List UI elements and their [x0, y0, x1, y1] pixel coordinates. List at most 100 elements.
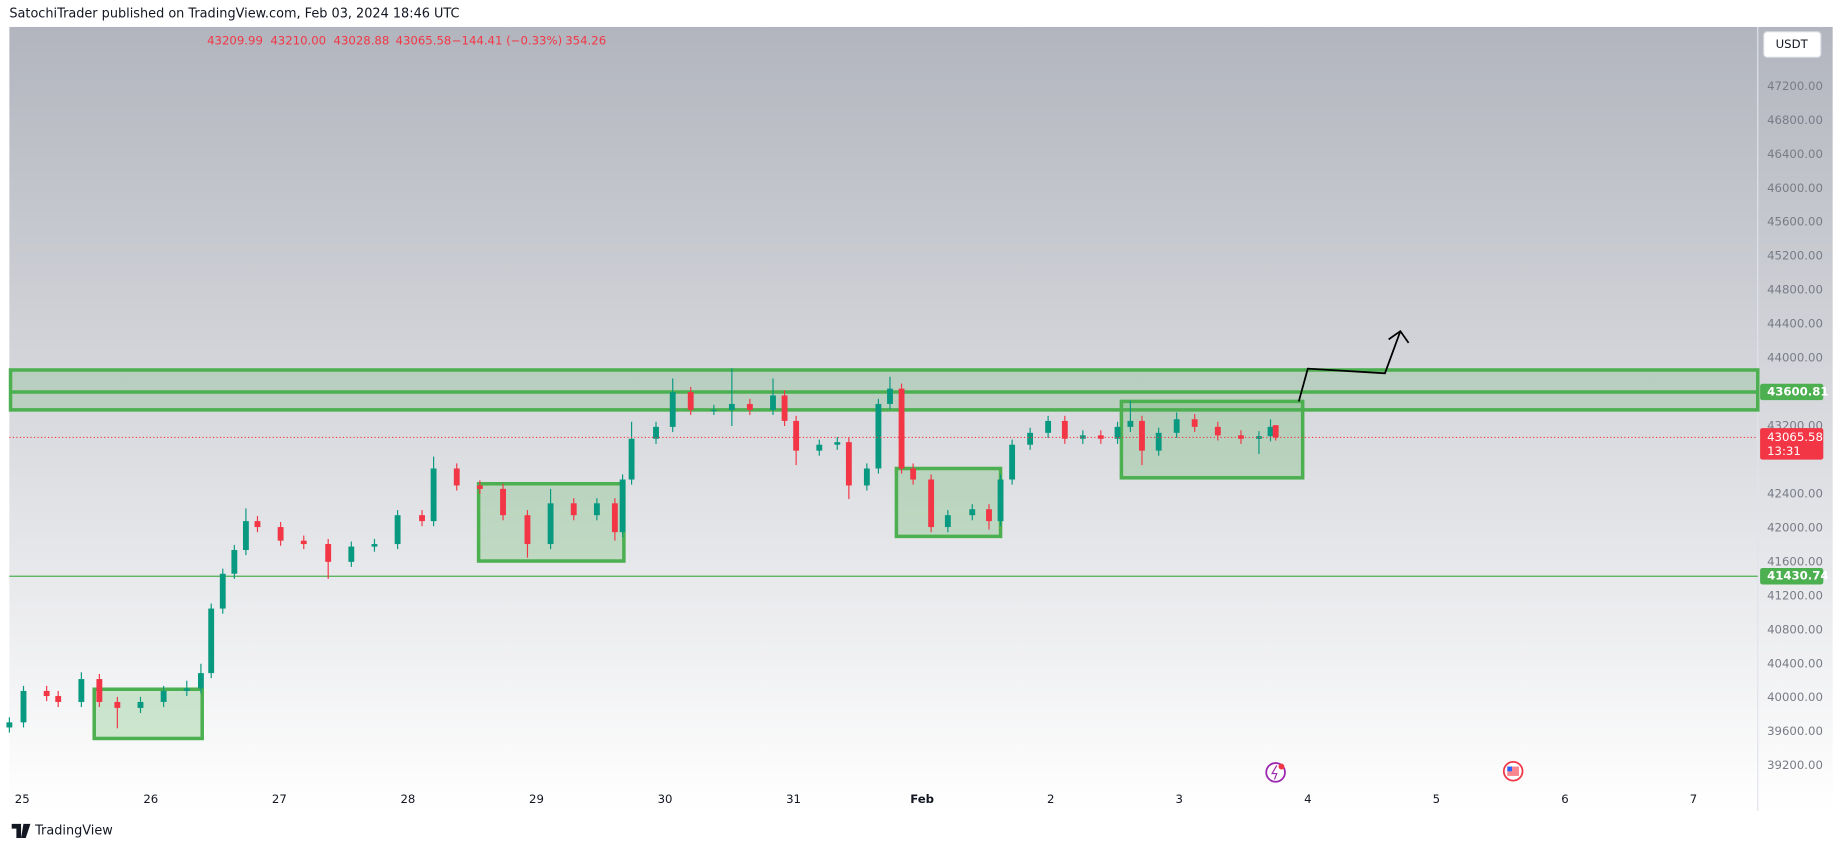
candle-body	[669, 392, 676, 427]
x-tick-label: 25	[15, 792, 30, 806]
consolidation-zone	[1119, 399, 1305, 480]
projection-arrow	[1297, 330, 1402, 402]
candle-body	[348, 546, 355, 562]
candle-body	[453, 468, 460, 486]
candle-body	[728, 403, 735, 410]
candle-body	[816, 444, 823, 451]
ohlc-high: 43210.00	[270, 33, 326, 47]
candle-body	[1009, 444, 1016, 480]
candle-body	[834, 442, 841, 445]
volume: 354.26	[565, 33, 606, 47]
event-icon[interactable]	[1265, 762, 1286, 783]
x-tick-label: 6	[1561, 792, 1568, 806]
y-tick-label: 40000.00	[1767, 690, 1823, 704]
currency-label[interactable]: USDT	[1776, 37, 1809, 51]
y-tick-label: 47200.00	[1767, 79, 1823, 93]
consolidation-zone	[92, 687, 204, 741]
candle-body	[845, 442, 852, 486]
flag-icon[interactable]	[1502, 761, 1524, 782]
x-tick-label: 26	[143, 792, 158, 806]
ohlc-low: 43028.88	[334, 33, 390, 47]
y-tick-label: 39200.00	[1767, 758, 1823, 772]
y-tick-label: 42000.00	[1767, 520, 1823, 534]
candle-body	[928, 479, 935, 528]
candle-body	[20, 690, 27, 723]
x-tick-label: 28	[400, 792, 415, 806]
candle-body	[1214, 426, 1221, 436]
candle-body	[1079, 435, 1086, 439]
x-tick-label: 3	[1176, 792, 1183, 806]
candle-body	[1267, 426, 1274, 437]
candle-body	[96, 679, 103, 702]
y-tick-label: 46800.00	[1767, 113, 1823, 127]
candle-body	[277, 527, 284, 541]
candle-body	[997, 479, 1004, 522]
candle-body	[325, 544, 332, 562]
candle-body	[371, 544, 378, 547]
x-tick-label: 29	[529, 792, 544, 806]
candle-body	[430, 468, 437, 522]
candle-body	[208, 608, 215, 674]
candle-body	[1173, 419, 1180, 433]
candle-body	[863, 468, 870, 486]
brand: TradingView	[34, 823, 113, 838]
level-label-bg	[1760, 568, 1824, 585]
y-tick-label: 44400.00	[1767, 317, 1823, 331]
x-tick-label: 2	[1047, 792, 1054, 806]
candle-body	[6, 722, 13, 728]
y-tick-label: 40800.00	[1767, 622, 1823, 636]
candle-body	[687, 392, 694, 410]
candle-body	[160, 690, 167, 702]
candle-body	[1027, 432, 1034, 445]
candle-body	[1256, 436, 1262, 439]
candle-body	[137, 701, 144, 708]
y-tick-label: 45600.00	[1767, 215, 1823, 229]
candle-body	[219, 573, 226, 609]
candle-body	[43, 690, 50, 697]
candle-body	[1061, 420, 1068, 439]
candle-body	[887, 388, 893, 404]
candle-body	[969, 509, 976, 516]
x-tick-label: 5	[1433, 792, 1440, 806]
level-label: 41430.74	[1767, 569, 1828, 583]
candle-body	[793, 420, 800, 451]
x-tick-label: 30	[658, 792, 673, 806]
candle-body	[419, 515, 425, 522]
y-tick-label: 45200.00	[1767, 249, 1823, 263]
y-tick-label: 39600.00	[1767, 724, 1823, 738]
y-tick-label: 42400.00	[1767, 486, 1823, 500]
candle-body	[394, 515, 401, 545]
candle-body	[500, 488, 506, 516]
ohlc-close: 43065.58	[396, 33, 452, 47]
candle-body	[547, 503, 554, 545]
currency-button[interactable]	[1763, 31, 1822, 58]
y-tick-label: 46000.00	[1767, 181, 1823, 195]
candle-body	[1238, 435, 1244, 439]
resistance-band	[8, 368, 1760, 412]
candle-body	[254, 521, 261, 528]
candle-body	[524, 515, 531, 545]
candle-body	[986, 509, 992, 522]
candle-body	[619, 479, 626, 533]
candle-body	[611, 503, 618, 533]
candle-body	[183, 688, 190, 691]
candle-body	[231, 549, 238, 574]
candle-body	[770, 395, 776, 410]
last-price-label: 43065.58	[1767, 430, 1823, 444]
candle-body	[653, 426, 659, 439]
candle-body	[746, 403, 753, 410]
candle-body	[944, 515, 951, 528]
ohlc-change: −144.41 (−0.33%)	[452, 33, 562, 47]
candle-body	[1191, 419, 1198, 427]
x-tick-label: 7	[1690, 792, 1697, 806]
x-tick-label: 31	[786, 792, 801, 806]
candle-body	[781, 395, 788, 421]
brand-logo	[11, 823, 31, 838]
candle-body	[910, 468, 917, 480]
candle-body	[1127, 420, 1134, 427]
candle-body	[55, 696, 62, 702]
x-tick-label: 27	[272, 792, 287, 806]
candle-body	[1045, 420, 1052, 433]
